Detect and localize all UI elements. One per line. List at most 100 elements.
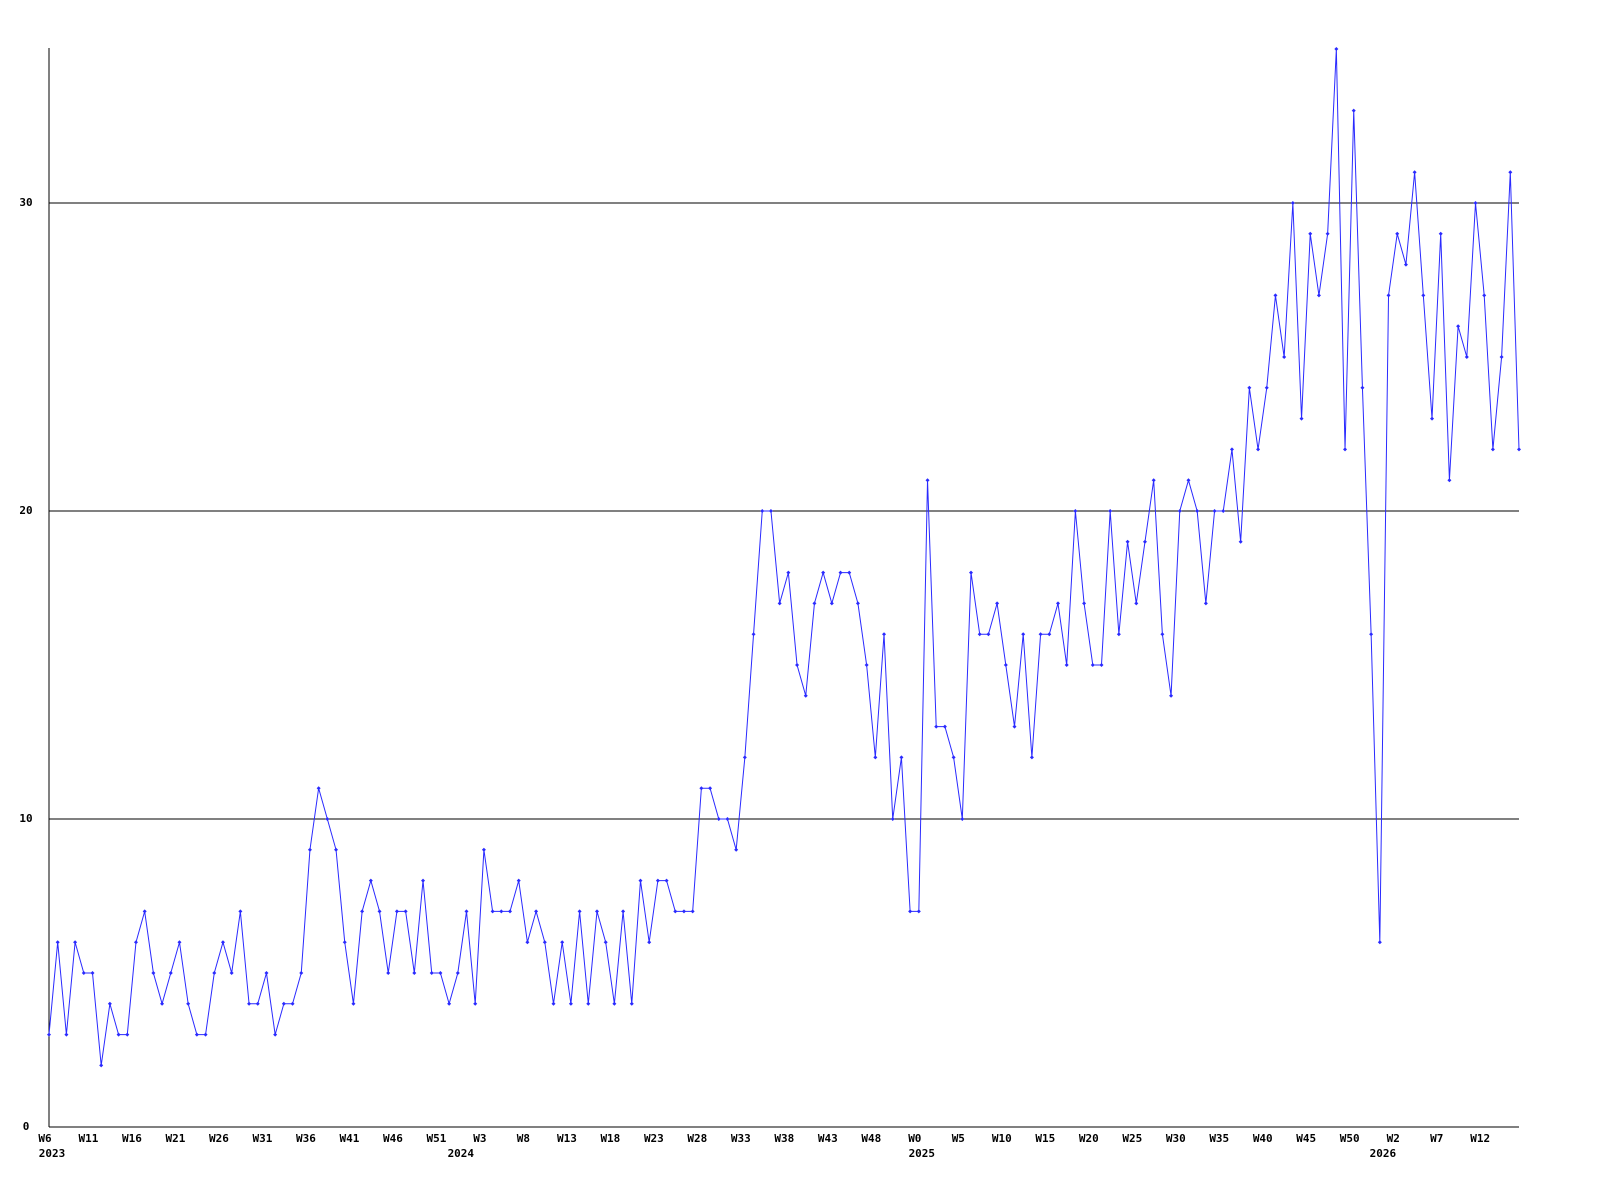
point-marker — [1082, 601, 1087, 606]
x-tick-label: W38 — [774, 1132, 794, 1145]
point-marker — [1430, 416, 1435, 421]
point-marker — [742, 755, 747, 760]
point-marker — [690, 909, 695, 914]
point-marker — [699, 786, 704, 791]
point-marker — [1343, 447, 1348, 452]
point-marker — [1351, 108, 1356, 113]
point-marker — [708, 786, 713, 791]
point-marker — [1316, 293, 1321, 298]
point-marker — [1186, 478, 1191, 483]
point-marker — [1108, 509, 1113, 513]
point-marker — [673, 909, 678, 914]
point-marker — [1308, 231, 1313, 236]
point-marker — [1290, 201, 1295, 205]
point-marker — [795, 663, 800, 667]
point-marker — [716, 817, 721, 821]
point-marker — [290, 1001, 295, 1006]
point-marker — [1038, 632, 1043, 637]
x-tick-label: W12 — [1470, 1132, 1490, 1145]
point-marker — [168, 971, 173, 975]
x-tick-label: W30 — [1166, 1132, 1186, 1145]
point-marker — [151, 971, 156, 975]
point-marker — [534, 909, 539, 914]
point-marker — [1195, 509, 1200, 513]
point-marker — [751, 632, 756, 637]
point-marker — [725, 817, 730, 821]
point-marker — [873, 755, 878, 760]
point-marker — [1012, 724, 1017, 729]
point-marker — [1116, 632, 1121, 637]
point-marker — [864, 663, 869, 667]
point-marker — [99, 1063, 104, 1068]
point-marker — [325, 817, 330, 821]
y-tick-label: 0 — [23, 1120, 30, 1133]
x-tick-label: W28 — [687, 1132, 707, 1145]
point-marker — [594, 909, 599, 914]
point-marker — [838, 570, 843, 575]
point-marker — [133, 940, 138, 945]
point-marker — [342, 940, 347, 945]
point-marker — [821, 570, 826, 575]
x-tick-label: W3 — [473, 1132, 486, 1145]
point-marker — [307, 847, 312, 852]
point-marker — [212, 971, 217, 975]
point-marker — [1517, 447, 1521, 452]
point-marker — [360, 909, 365, 914]
point-marker — [899, 755, 904, 760]
point-marker — [1073, 509, 1078, 513]
point-marker — [1125, 539, 1130, 544]
point-marker — [1438, 231, 1443, 236]
point-marker — [1203, 601, 1208, 606]
x-tick-label: W6 — [38, 1132, 52, 1145]
x-tick-label: W25 — [1122, 1132, 1142, 1145]
point-marker — [1508, 170, 1513, 175]
point-marker — [1003, 663, 1008, 667]
x-tick-label: W16 — [122, 1132, 142, 1145]
x-tick-label: W51 — [426, 1132, 446, 1145]
point-marker — [995, 601, 1000, 606]
point-marker — [473, 1001, 478, 1006]
point-marker — [1273, 293, 1278, 298]
point-marker — [560, 940, 565, 945]
point-marker — [664, 878, 669, 883]
point-marker — [438, 971, 443, 975]
point-marker — [1464, 355, 1469, 359]
point-marker — [1421, 293, 1426, 298]
x-tick-label: W40 — [1253, 1132, 1273, 1145]
point-marker — [1238, 539, 1243, 544]
point-marker — [1212, 509, 1217, 513]
point-marker — [186, 1001, 191, 1006]
point-marker — [203, 1032, 208, 1037]
point-marker — [638, 878, 643, 883]
point-marker — [908, 909, 913, 914]
point-marker — [220, 940, 225, 945]
point-marker — [273, 1032, 278, 1037]
point-marker — [264, 971, 269, 975]
point-marker — [1177, 509, 1182, 513]
point-marker — [1264, 385, 1269, 390]
x-tick-label: W7 — [1430, 1132, 1443, 1145]
series-line — [48, 48, 1520, 1066]
point-marker — [229, 971, 234, 975]
point-marker — [768, 509, 773, 513]
x-tick-label: W48 — [861, 1132, 881, 1145]
point-marker — [786, 570, 791, 575]
x-tick-label: W26 — [209, 1132, 229, 1145]
point-marker — [612, 1001, 617, 1006]
point-marker — [1047, 632, 1052, 637]
point-marker — [64, 1032, 69, 1037]
x-tick-label: W5 — [952, 1132, 965, 1145]
point-marker — [1151, 478, 1156, 483]
point-marker — [499, 909, 504, 914]
point-marker — [255, 1001, 260, 1006]
point-marker — [760, 509, 765, 513]
point-marker — [1369, 632, 1374, 637]
point-marker — [1473, 201, 1478, 205]
point-marker — [629, 1001, 634, 1006]
point-marker — [1325, 231, 1330, 236]
point-marker — [447, 1001, 452, 1006]
point-marker — [925, 478, 930, 483]
point-marker — [1282, 355, 1287, 359]
x-tick-label: W10 — [992, 1132, 1012, 1145]
point-marker — [403, 909, 408, 914]
